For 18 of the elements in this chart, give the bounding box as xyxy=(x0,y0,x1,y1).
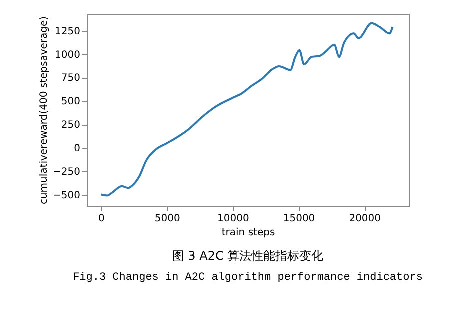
line-series xyxy=(100,22,394,197)
x-tick-label: 10000 xyxy=(218,214,250,224)
x-tick-label: 5000 xyxy=(154,214,180,224)
x-tick-label: 15000 xyxy=(283,214,316,224)
y-tick-label: 500 xyxy=(61,96,80,108)
y-tick-label: 750 xyxy=(61,73,80,84)
x-tick-label: 0 xyxy=(98,214,105,224)
y-tick-label: −250 xyxy=(53,166,80,178)
x-axis-title: train steps xyxy=(222,228,276,238)
y-tick-label: 1250 xyxy=(55,26,80,38)
y-axis-title: cumulativereward(400 stepsaverage) xyxy=(39,16,50,205)
x-tick-label: 20000 xyxy=(349,214,382,224)
y-tick-label: −500 xyxy=(53,190,80,202)
y-tick-label: 0 xyxy=(74,143,80,154)
y-tick-label: 1000 xyxy=(55,50,80,61)
caption: Fig.3 Changes in A2C algorithm performance indicators xyxy=(73,272,423,284)
y-tick-label: 250 xyxy=(61,120,80,132)
caption: 图 3 A2C 算法性能指标变化 xyxy=(172,249,324,263)
